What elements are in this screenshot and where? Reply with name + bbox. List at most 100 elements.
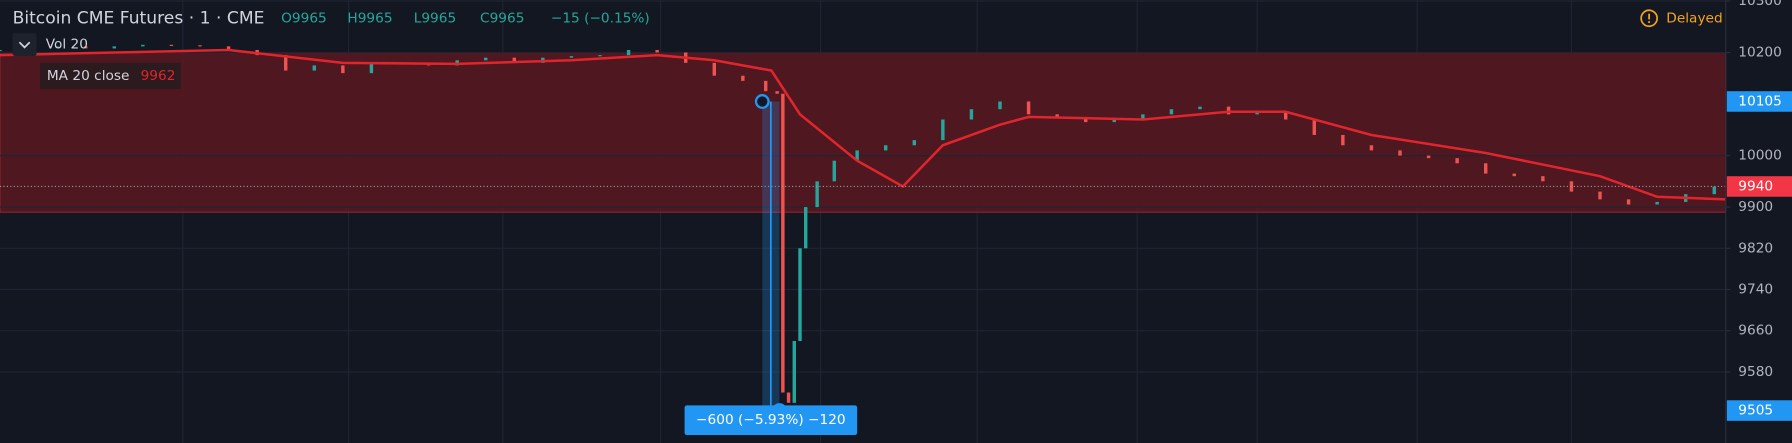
candle — [912, 140, 916, 146]
ma-legend-value: 9962 — [141, 68, 176, 84]
candle — [569, 56, 574, 58]
price-label-box — [1726, 176, 1792, 197]
candle — [775, 91, 779, 94]
candle — [141, 44, 145, 47]
candle — [1512, 173, 1516, 177]
ohlc-item: C9965 — [480, 10, 524, 26]
candle — [55, 46, 59, 48]
candle — [84, 46, 88, 49]
y-tick-label: 9740 — [1738, 281, 1773, 297]
candle — [781, 93, 785, 393]
y-tick-label: 10300 — [1738, 0, 1782, 9]
candle — [855, 150, 859, 161]
candle — [1626, 199, 1631, 205]
y-tick-label: 9660 — [1738, 323, 1773, 339]
candle — [626, 49, 631, 56]
candle — [284, 55, 288, 71]
candle — [369, 62, 374, 74]
candle — [1169, 109, 1174, 115]
candle — [1426, 155, 1431, 159]
candle — [741, 75, 745, 81]
candle — [0, 49, 2, 52]
status-icon-dot — [1648, 21, 1651, 23]
ohlc-letter: C — [480, 10, 490, 26]
ma-legend[interactable]: MA 20 close — [47, 68, 130, 84]
candle — [169, 44, 174, 46]
candle — [792, 341, 796, 403]
candle — [1655, 201, 1659, 205]
measure-label: −600 (−5.93%) −120 — [696, 412, 846, 428]
candle — [341, 65, 345, 74]
measure-handle[interactable] — [754, 94, 770, 109]
ohlc-value: 9965 — [421, 10, 456, 26]
candle — [1541, 176, 1545, 182]
candle — [1369, 145, 1374, 151]
candle — [512, 57, 516, 63]
y-tick-label: 9900 — [1738, 199, 1773, 215]
candle — [1598, 191, 1602, 200]
measure-label-box — [684, 405, 858, 436]
status-icon-mark — [1648, 13, 1651, 20]
price-label-box — [1726, 400, 1792, 421]
y-tick-label: 10200 — [1738, 45, 1782, 61]
ohlc-item: O9965 — [281, 10, 327, 26]
candle — [804, 207, 808, 249]
range-zone — [0, 51, 1727, 213]
y-tick-label: 10000 — [1738, 148, 1782, 164]
price-label: 9940 — [1738, 178, 1773, 194]
candle — [312, 65, 316, 71]
candle — [198, 45, 202, 47]
collapse-chevron — [18, 41, 31, 49]
candle — [815, 181, 819, 208]
candle — [1226, 106, 1231, 115]
ohlc-item: H9965 — [347, 10, 392, 26]
candle — [1284, 111, 1288, 120]
candle — [598, 55, 602, 57]
candle — [112, 46, 116, 49]
candle — [1198, 106, 1202, 110]
candle — [998, 101, 1002, 110]
candle — [1341, 134, 1345, 146]
ohlc-value: 9965 — [292, 10, 327, 26]
candle — [1255, 111, 1259, 115]
price-label: 9505 — [1738, 403, 1773, 419]
candle — [832, 160, 836, 182]
price-label: 10105 — [1738, 93, 1782, 109]
candle — [1398, 150, 1402, 156]
candle — [798, 248, 802, 342]
volume-legend[interactable]: Vol 20 — [46, 37, 88, 53]
ohlc-value: 9965 — [358, 10, 393, 26]
ohlc-item: L9965 — [414, 10, 457, 26]
y-tick-label: 9820 — [1738, 240, 1773, 256]
change: −15 (−0.15%) — [551, 10, 650, 26]
candle — [1055, 114, 1059, 117]
ohlc-letter: H — [347, 10, 357, 26]
status-icon[interactable] — [1640, 9, 1658, 28]
candle — [712, 62, 716, 76]
candle — [1084, 116, 1088, 123]
ma-legend-box — [40, 62, 181, 90]
status[interactable]: Delayed — [1666, 10, 1722, 26]
candle — [655, 49, 659, 53]
ohlc-letter: O — [281, 10, 292, 26]
candle — [786, 392, 791, 403]
chart-title: Bitcoin CME Futures · 1 · CME — [13, 8, 265, 28]
candle — [1112, 119, 1116, 123]
price-label-box — [1726, 91, 1792, 112]
candle — [941, 119, 945, 141]
candle — [1141, 114, 1145, 120]
candle — [1455, 158, 1459, 164]
candle — [884, 145, 888, 151]
candle — [1484, 163, 1488, 174]
candle — [1712, 186, 1716, 195]
collapse-button[interactable] — [12, 33, 37, 56]
y-tick-label: 9580 — [1738, 364, 1773, 380]
candle — [764, 80, 768, 92]
candle — [484, 57, 488, 61]
candle — [969, 109, 974, 120]
candle — [1312, 119, 1316, 135]
candle — [1026, 101, 1031, 115]
candle — [226, 46, 231, 50]
